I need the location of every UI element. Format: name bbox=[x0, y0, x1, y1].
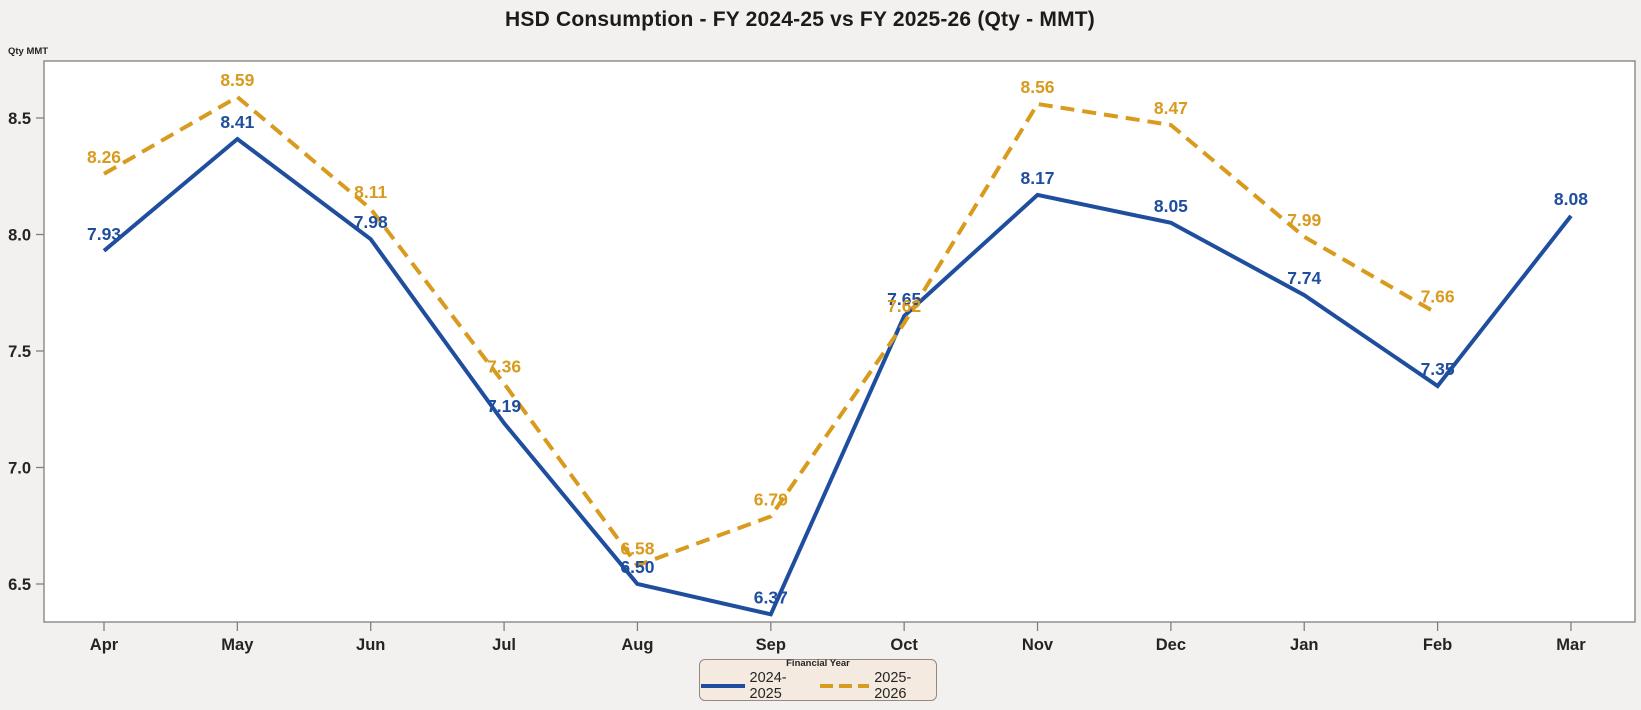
legend-swatch-solid-icon bbox=[701, 684, 745, 688]
data-label-2025-2026-sep: 6.79 bbox=[754, 489, 788, 509]
data-label-2025-2026-dec: 8.47 bbox=[1154, 98, 1188, 118]
data-label-2025-2026-jul: 7.36 bbox=[487, 357, 521, 377]
legend-entry-2025-2026[interactable]: 2025-2026 bbox=[819, 670, 936, 702]
plot-area bbox=[43, 60, 1636, 623]
y-axis-title: Qty MMT bbox=[8, 46, 49, 57]
data-label-2024-2025-nov: 8.17 bbox=[1020, 168, 1054, 188]
data-label-2025-2026-nov: 8.56 bbox=[1020, 77, 1054, 97]
data-label-2024-2025-jul: 7.19 bbox=[487, 396, 521, 416]
legend-swatch-dashed-icon bbox=[820, 684, 870, 688]
legend-entry-label: 2024-2025 bbox=[749, 670, 787, 702]
x-axis-label-jan: Jan bbox=[1290, 636, 1318, 654]
x-axis-label-nov: Nov bbox=[1022, 636, 1054, 654]
data-label-2025-2026-aug: 6.58 bbox=[620, 538, 654, 558]
x-axis-label-oct: Oct bbox=[890, 636, 918, 654]
data-label-2024-2025-jun: 7.98 bbox=[354, 212, 388, 232]
series-line-2024-2025[interactable] bbox=[102, 136, 1573, 617]
x-axis-label-dec: Dec bbox=[1156, 636, 1186, 654]
data-label-2025-2026-may: 8.59 bbox=[220, 70, 254, 90]
legend-entry-label: 2025-2026 bbox=[874, 670, 912, 702]
data-label-2024-2025-oct: 7.65 bbox=[887, 289, 921, 309]
data-label-2025-2026-feb: 7.66 bbox=[1421, 287, 1455, 307]
x-axis-label-may: May bbox=[221, 636, 254, 654]
data-label-2024-2025-apr: 7.93 bbox=[87, 224, 121, 244]
y-axis-tick-label: 8.5 bbox=[8, 110, 31, 128]
data-label-2025-2026-jan: 7.99 bbox=[1287, 210, 1321, 230]
data-label-2025-2026-apr: 8.26 bbox=[87, 147, 121, 167]
data-label-2024-2025-may: 8.41 bbox=[220, 112, 254, 132]
legend-rows: 2024-2025 2025-2026 bbox=[700, 670, 936, 702]
y-axis-tick-label: 7.0 bbox=[8, 460, 31, 478]
y-axis-tick-label: 6.5 bbox=[8, 576, 31, 594]
y-axis-tick-label: 7.5 bbox=[8, 343, 31, 361]
x-axis-label-apr: Apr bbox=[90, 636, 119, 654]
x-axis-label-sep: Sep bbox=[756, 636, 786, 654]
chart-title: HSD Consumption - FY 2024-25 vs FY 2025-… bbox=[505, 8, 1095, 31]
data-label-2024-2025-aug: 6.50 bbox=[620, 557, 654, 577]
x-axis-label-jun: Jun bbox=[356, 636, 385, 654]
legend-entry-2024-2025[interactable]: 2024-2025 bbox=[700, 670, 811, 702]
x-axis-label-mar: Mar bbox=[1556, 636, 1586, 654]
series-line-2025-2026[interactable] bbox=[103, 94, 1439, 568]
x-axis-label-feb: Feb bbox=[1423, 636, 1452, 654]
data-label-2025-2026-jun: 8.11 bbox=[354, 182, 387, 202]
data-label-2025-2026-oct: 7.62 bbox=[887, 296, 921, 316]
data-label-2024-2025-dec: 8.05 bbox=[1154, 196, 1188, 216]
x-axis-label-jul: Jul bbox=[492, 636, 516, 654]
y-axis-tick-label: 8.0 bbox=[8, 227, 31, 245]
data-label-2024-2025-jan: 7.74 bbox=[1287, 268, 1321, 288]
x-axis-label-aug: Aug bbox=[621, 636, 653, 654]
data-label-2024-2025-feb: 7.35 bbox=[1421, 359, 1455, 379]
data-label-2024-2025-sep: 6.37 bbox=[754, 587, 788, 607]
legend: Financial Year 2024-2025 2025-2026 bbox=[699, 658, 937, 702]
legend-title: Financial Year bbox=[786, 658, 850, 669]
data-label-2024-2025-mar: 8.08 bbox=[1554, 189, 1588, 209]
